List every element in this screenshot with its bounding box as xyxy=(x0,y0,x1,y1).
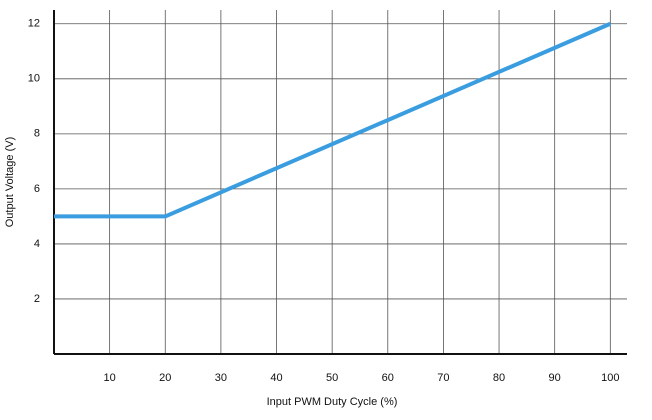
y-axis-label: Output Voltage (V) xyxy=(4,137,16,228)
x-axis-label: Input PWM Duty Cycle (%) xyxy=(267,396,398,408)
y-tick-label: 8 xyxy=(34,128,40,140)
x-tick-label: 30 xyxy=(215,372,227,384)
x-tick-label: 40 xyxy=(270,372,282,384)
y-tick-label: 10 xyxy=(28,73,40,85)
x-tick-label: 10 xyxy=(104,372,116,384)
y-tick-label: 12 xyxy=(28,18,40,30)
data-line xyxy=(54,21,612,219)
x-tick-label: 100 xyxy=(601,372,619,384)
x-tick-label: 60 xyxy=(382,372,394,384)
y-tick-label: 6 xyxy=(34,183,40,195)
y-tick-label: 4 xyxy=(34,238,40,250)
x-tick-label: 80 xyxy=(493,372,505,384)
x-tick-label: 90 xyxy=(549,372,561,384)
y-tick-label: 2 xyxy=(34,293,40,305)
x-tick-label: 70 xyxy=(437,372,449,384)
x-tick-label: 50 xyxy=(326,372,338,384)
x-tick-label: 20 xyxy=(159,372,171,384)
